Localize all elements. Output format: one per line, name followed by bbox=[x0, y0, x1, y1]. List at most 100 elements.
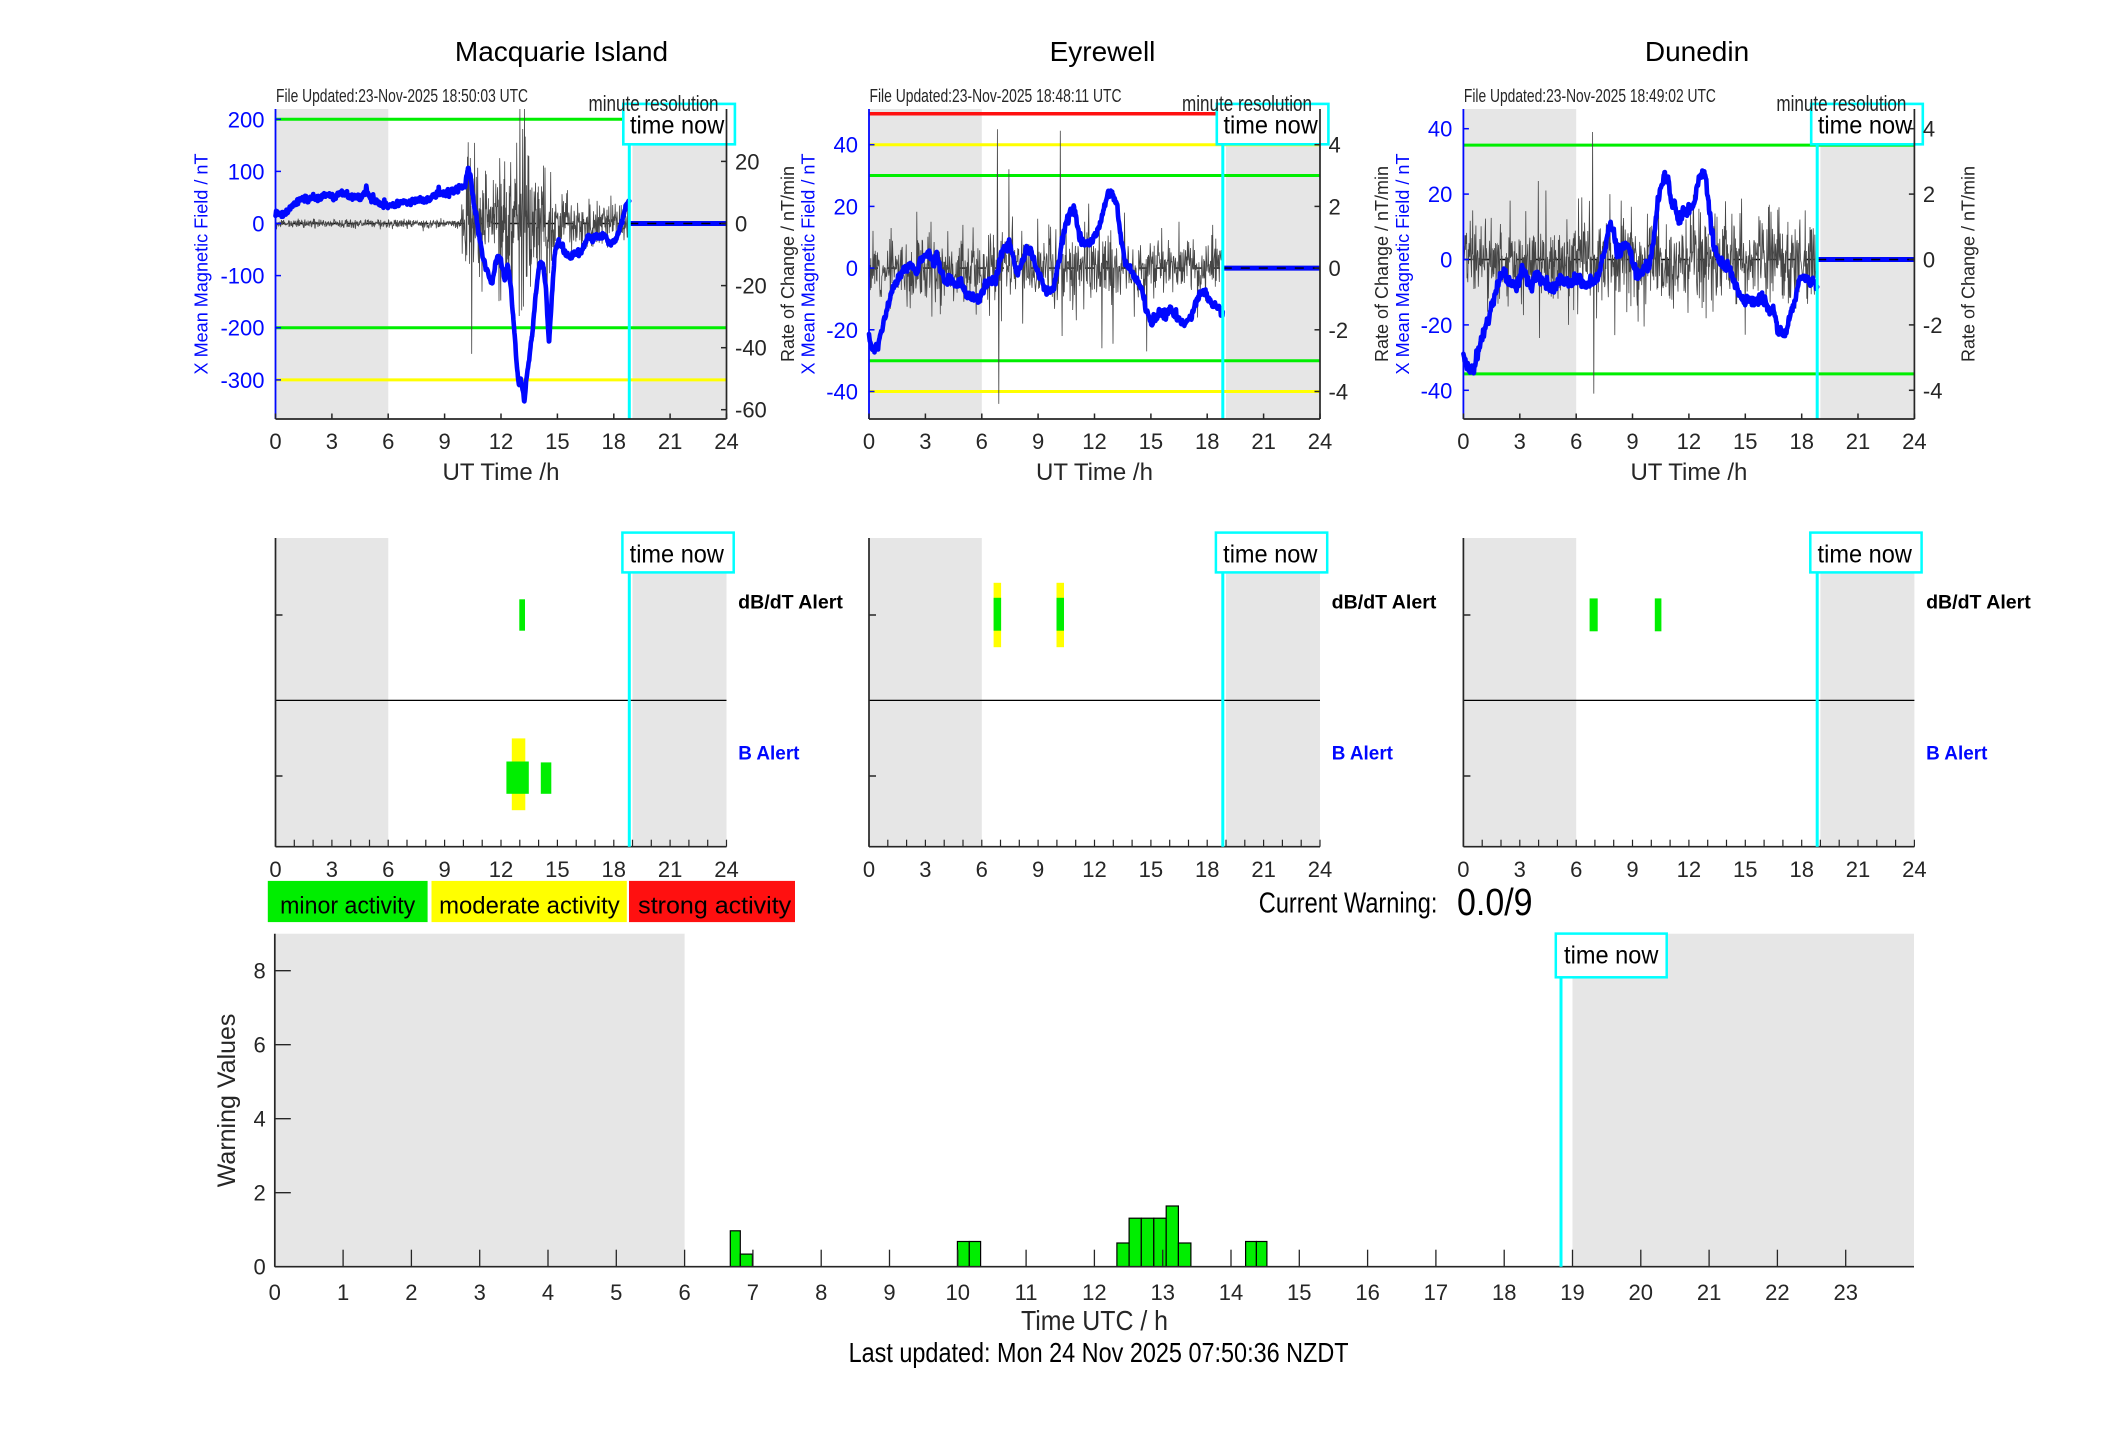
svg-text:9: 9 bbox=[1626, 429, 1638, 454]
svg-text:8: 8 bbox=[254, 959, 266, 984]
svg-text:20: 20 bbox=[1629, 1280, 1653, 1305]
svg-text:dB/dT Alert: dB/dT Alert bbox=[1332, 592, 1437, 613]
svg-text:0: 0 bbox=[1923, 248, 1935, 273]
svg-text:40: 40 bbox=[1428, 117, 1452, 142]
svg-text:X Mean Magnetic Field / nT: X Mean Magnetic Field / nT bbox=[1392, 154, 1413, 375]
svg-text:minor activity: minor activity bbox=[280, 893, 415, 920]
svg-text:15: 15 bbox=[545, 857, 569, 882]
svg-text:21: 21 bbox=[1846, 429, 1870, 454]
svg-text:21: 21 bbox=[1846, 857, 1870, 882]
svg-text:18: 18 bbox=[1195, 857, 1219, 882]
svg-text:Last updated: Mon 24 Nov 2025: Last updated: Mon 24 Nov 2025 07:50:36 N… bbox=[849, 1337, 1349, 1368]
svg-text:Rate of Change / nT/min: Rate of Change / nT/min bbox=[1371, 166, 1392, 362]
svg-text:15: 15 bbox=[1733, 857, 1757, 882]
svg-text:2: 2 bbox=[405, 1280, 417, 1305]
svg-text:13: 13 bbox=[1150, 1280, 1174, 1305]
svg-text:Warning Values: Warning Values bbox=[213, 1014, 241, 1188]
svg-text:18: 18 bbox=[602, 857, 626, 882]
svg-text:18: 18 bbox=[1195, 429, 1219, 454]
svg-text:time now: time now bbox=[1223, 112, 1318, 140]
svg-text:12: 12 bbox=[1082, 1280, 1106, 1305]
svg-text:UT Time /h: UT Time /h bbox=[1630, 459, 1747, 486]
svg-text:1: 1 bbox=[337, 1280, 349, 1305]
svg-text:Eyrewell: Eyrewell bbox=[1050, 36, 1156, 67]
svg-text:5: 5 bbox=[610, 1280, 622, 1305]
svg-text:Dunedin: Dunedin bbox=[1645, 36, 1749, 67]
svg-text:18: 18 bbox=[1789, 857, 1813, 882]
svg-text:15: 15 bbox=[1287, 1280, 1311, 1305]
svg-text:12: 12 bbox=[1082, 429, 1106, 454]
svg-text:UT Time /h: UT Time /h bbox=[1036, 459, 1153, 486]
svg-text:14: 14 bbox=[1219, 1280, 1243, 1305]
svg-text:-40: -40 bbox=[826, 380, 858, 405]
svg-text:7: 7 bbox=[747, 1280, 759, 1305]
svg-text:0: 0 bbox=[1440, 248, 1452, 273]
svg-text:3: 3 bbox=[326, 429, 338, 454]
svg-text:B Alert: B Alert bbox=[1926, 744, 1988, 765]
svg-text:3: 3 bbox=[919, 429, 931, 454]
svg-text:time now: time now bbox=[1818, 540, 1913, 568]
svg-text:24: 24 bbox=[1902, 857, 1926, 882]
svg-text:moderate activity: moderate activity bbox=[439, 893, 620, 920]
svg-text:3: 3 bbox=[1514, 429, 1526, 454]
svg-text:24: 24 bbox=[1308, 857, 1332, 882]
svg-text:4: 4 bbox=[542, 1280, 554, 1305]
svg-text:3: 3 bbox=[326, 857, 338, 882]
svg-text:3: 3 bbox=[1514, 857, 1526, 882]
svg-text:6: 6 bbox=[382, 857, 394, 882]
svg-text:0: 0 bbox=[269, 1280, 281, 1305]
svg-text:3: 3 bbox=[919, 857, 931, 882]
svg-text:18: 18 bbox=[1789, 429, 1813, 454]
svg-text:0: 0 bbox=[252, 212, 264, 237]
svg-text:200: 200 bbox=[228, 107, 265, 132]
svg-text:21: 21 bbox=[658, 857, 682, 882]
svg-text:-4: -4 bbox=[1329, 380, 1349, 405]
svg-text:4: 4 bbox=[1923, 117, 1935, 142]
svg-text:0: 0 bbox=[863, 857, 875, 882]
svg-text:0: 0 bbox=[269, 857, 281, 882]
svg-text:6: 6 bbox=[382, 429, 394, 454]
svg-text:time now: time now bbox=[1223, 540, 1318, 568]
svg-text:6: 6 bbox=[976, 857, 988, 882]
svg-text:6: 6 bbox=[254, 1033, 266, 1058]
svg-text:Rate of Change / nT/min: Rate of Change / nT/min bbox=[777, 166, 798, 362]
svg-text:-100: -100 bbox=[220, 264, 264, 289]
svg-text:minute resolution: minute resolution bbox=[589, 91, 719, 116]
svg-text:9: 9 bbox=[1032, 857, 1044, 882]
svg-text:0: 0 bbox=[846, 256, 858, 281]
svg-text:24: 24 bbox=[714, 857, 738, 882]
svg-text:6: 6 bbox=[1570, 429, 1582, 454]
svg-text:-2: -2 bbox=[1923, 313, 1943, 338]
svg-text:18: 18 bbox=[1492, 1280, 1516, 1305]
svg-text:-40: -40 bbox=[1421, 378, 1453, 403]
svg-text:22: 22 bbox=[1765, 1280, 1789, 1305]
svg-text:9: 9 bbox=[1626, 857, 1638, 882]
svg-text:24: 24 bbox=[714, 429, 738, 454]
svg-text:9: 9 bbox=[438, 429, 450, 454]
svg-text:9: 9 bbox=[883, 1280, 895, 1305]
svg-text:-60: -60 bbox=[735, 398, 767, 423]
svg-text:-20: -20 bbox=[735, 274, 767, 299]
svg-text:0: 0 bbox=[1329, 256, 1341, 281]
svg-text:time now: time now bbox=[1818, 112, 1913, 140]
svg-text:24: 24 bbox=[1902, 429, 1926, 454]
svg-text:18: 18 bbox=[602, 429, 626, 454]
svg-text:21: 21 bbox=[1251, 429, 1275, 454]
svg-text:0: 0 bbox=[1457, 857, 1469, 882]
svg-text:File Updated:23-Nov-2025 18:48: File Updated:23-Nov-2025 18:48:11 UTC bbox=[870, 86, 1122, 106]
svg-text:2: 2 bbox=[1329, 194, 1341, 219]
svg-text:dB/dT Alert: dB/dT Alert bbox=[1926, 592, 2031, 613]
svg-text:Macquarie Island: Macquarie Island bbox=[455, 36, 668, 67]
svg-text:dB/dT Alert: dB/dT Alert bbox=[738, 592, 843, 613]
svg-text:100: 100 bbox=[228, 159, 265, 184]
svg-text:6: 6 bbox=[1570, 857, 1582, 882]
svg-text:minute resolution: minute resolution bbox=[1182, 91, 1312, 116]
svg-text:12: 12 bbox=[1677, 857, 1701, 882]
svg-text:0: 0 bbox=[269, 429, 281, 454]
svg-text:10: 10 bbox=[946, 1280, 970, 1305]
svg-text:time now: time now bbox=[630, 540, 725, 568]
svg-text:4: 4 bbox=[1329, 133, 1341, 158]
svg-text:19: 19 bbox=[1560, 1280, 1584, 1305]
svg-text:0: 0 bbox=[863, 429, 875, 454]
svg-text:21: 21 bbox=[1697, 1280, 1721, 1305]
